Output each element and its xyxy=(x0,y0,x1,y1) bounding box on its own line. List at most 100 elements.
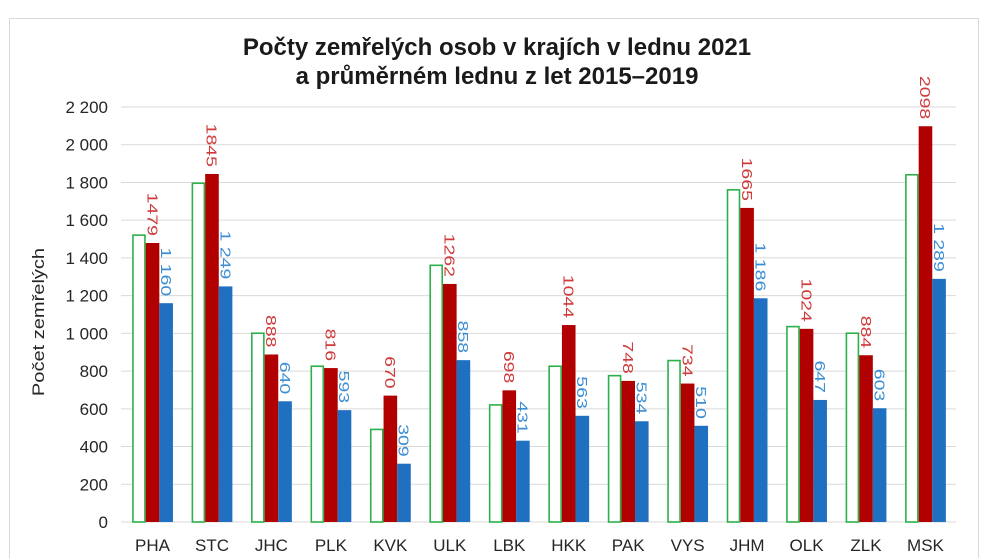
bar xyxy=(753,298,768,522)
category-label: OLK xyxy=(790,536,825,555)
y-tick-label: 0 xyxy=(99,513,108,532)
chart-title-line-2: a průměrném lednu z let 2015–2019 xyxy=(296,63,699,90)
data-label: 309 xyxy=(395,424,412,457)
category-label: ULK xyxy=(433,536,467,555)
bar xyxy=(561,325,576,522)
bar xyxy=(251,332,265,523)
data-label: 1024 xyxy=(798,279,815,323)
bar xyxy=(145,243,160,522)
data-label: 1 289 xyxy=(930,223,947,272)
y-tick-label: 600 xyxy=(80,400,108,419)
data-label: 1479 xyxy=(144,193,161,236)
bar xyxy=(932,278,946,522)
chart-frame xyxy=(9,18,979,558)
data-label: 698 xyxy=(501,351,518,384)
data-label: 1044 xyxy=(560,275,577,319)
bar xyxy=(859,355,873,522)
bar xyxy=(383,395,398,522)
bar xyxy=(634,421,649,522)
data-label: 1665 xyxy=(738,158,755,201)
bar xyxy=(872,408,887,522)
y-tick-label: 800 xyxy=(80,362,108,381)
category-label: LBK xyxy=(493,536,526,555)
bar xyxy=(621,380,635,522)
data-label: 670 xyxy=(382,356,399,389)
y-tick-label: 1 000 xyxy=(65,324,108,343)
y-tick-label: 1 600 xyxy=(65,211,108,230)
y-tick-label: 2 000 xyxy=(65,136,108,155)
data-label: 816 xyxy=(322,329,339,362)
data-label: 603 xyxy=(871,369,888,402)
bars xyxy=(132,126,946,523)
data-label: 647 xyxy=(811,360,828,393)
bar xyxy=(680,383,695,522)
bar xyxy=(813,399,827,522)
bar xyxy=(337,410,352,522)
data-label: 858 xyxy=(455,321,472,354)
bar xyxy=(667,359,681,523)
bar xyxy=(502,390,517,522)
bar xyxy=(443,283,457,522)
bar xyxy=(278,401,292,522)
y-tick-label: 2 200 xyxy=(65,98,108,117)
chart-title-line-1: Počty zemřelých osob v krajích v lednu 2… xyxy=(243,34,751,61)
category-label: HKK xyxy=(551,536,587,555)
data-label: 510 xyxy=(693,386,710,419)
bar xyxy=(694,425,709,522)
y-tick-label: 200 xyxy=(80,475,108,494)
category-label: PAK xyxy=(612,536,645,555)
bar xyxy=(132,234,146,523)
bar xyxy=(740,207,754,522)
category-label: PHA xyxy=(135,536,171,555)
bar xyxy=(905,173,919,523)
category-label: STC xyxy=(195,536,229,555)
data-label: 593 xyxy=(336,371,353,404)
bar xyxy=(845,332,860,523)
bar xyxy=(397,463,411,522)
data-label: 640 xyxy=(276,362,293,395)
bar xyxy=(159,303,173,522)
y-axis-label: Počet zemřelých xyxy=(28,248,47,396)
data-label: 1845 xyxy=(203,124,220,167)
bar xyxy=(191,182,206,523)
data-label: 888 xyxy=(263,315,280,348)
gridlines xyxy=(121,106,956,523)
data-label: 2098 xyxy=(917,76,934,119)
category-label: MSK xyxy=(907,536,945,555)
category-label: VYS xyxy=(671,536,705,555)
y-tick-label: 1 800 xyxy=(65,173,108,192)
bar xyxy=(218,286,233,522)
bar xyxy=(786,325,800,523)
data-label: 534 xyxy=(633,382,650,415)
bar xyxy=(264,354,279,522)
bar xyxy=(369,428,384,523)
category-label: PLK xyxy=(315,536,348,555)
category-labels: PHA STC JHC PLK KVK ULK LBK HKK PAK VYS JHM OLK ZLK M… xyxy=(135,536,945,555)
bar xyxy=(205,173,219,522)
bar xyxy=(918,126,933,522)
data-label: 734 xyxy=(679,344,696,377)
category-label: JHC xyxy=(255,536,288,555)
bar xyxy=(607,374,622,523)
bar xyxy=(456,360,471,522)
bar xyxy=(575,415,590,522)
data-label: 1 160 xyxy=(157,247,174,296)
category-label: ZLK xyxy=(850,536,882,555)
y-tick-label: 1 400 xyxy=(65,249,108,268)
category-label: KVK xyxy=(373,536,408,555)
bar xyxy=(726,189,741,523)
bar xyxy=(310,365,325,523)
bar xyxy=(516,440,530,522)
data-label: 1 186 xyxy=(752,243,769,292)
bar xyxy=(548,365,562,523)
bar xyxy=(799,328,814,522)
data-label: 1 249 xyxy=(217,231,234,280)
bar xyxy=(324,368,338,522)
data-label: 431 xyxy=(514,401,531,434)
y-tick-labels: 0 200 400 600 800 1 000 1 200 1 400 1 600 1 800 2 … xyxy=(65,98,108,532)
data-label: 748 xyxy=(619,341,636,374)
data-label: 884 xyxy=(857,316,874,349)
category-label: JHM xyxy=(730,536,765,555)
bar xyxy=(488,404,503,523)
